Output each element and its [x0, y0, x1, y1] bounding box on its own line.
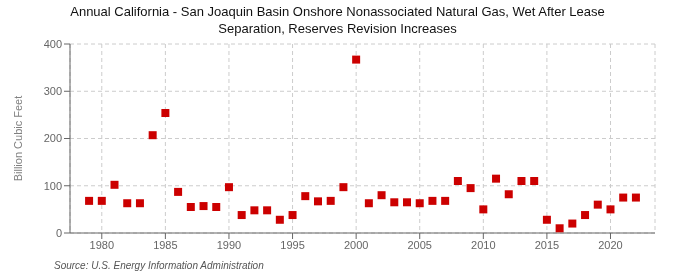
html-text:Separation, Reserves Revision: Separation, Reserves Revision Increases — [218, 21, 457, 36]
svg-text:2020: 2020 — [598, 239, 622, 251]
svg-text:400: 400 — [44, 38, 62, 50]
svg-text:200: 200 — [44, 132, 62, 144]
svg-text:300: 300 — [44, 85, 62, 97]
html-text:Source: U.S. Energy Informatio: Source: U.S. Energy Information Administ… — [54, 260, 264, 271]
svg-text:1995: 1995 — [280, 239, 304, 251]
svg-text:Billion Cubic Feet: Billion Cubic Feet — [12, 96, 24, 182]
svg-text:2010: 2010 — [471, 239, 495, 251]
svg-text:1980: 1980 — [90, 239, 114, 251]
svg-text:0: 0 — [56, 227, 62, 239]
svg-text:2005: 2005 — [407, 239, 431, 251]
svg-text:2015: 2015 — [535, 239, 559, 251]
svg-text:100: 100 — [44, 180, 62, 192]
html-text:Annual California - San Joaqui: Annual California - San Joaquin Basin On… — [70, 4, 605, 19]
svg-text:1990: 1990 — [217, 239, 241, 251]
svg-text:2000: 2000 — [344, 239, 368, 251]
svg-text:1985: 1985 — [153, 239, 177, 251]
